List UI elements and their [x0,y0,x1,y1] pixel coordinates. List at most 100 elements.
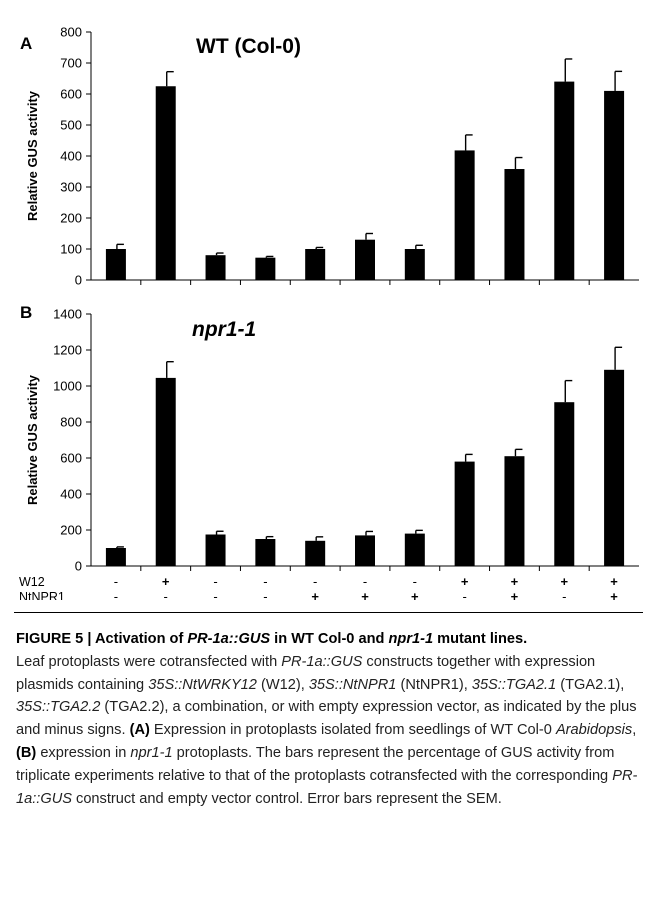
bar [404,249,425,280]
bar [604,369,625,566]
y-axis-label: Relative GUS activity [25,374,40,505]
treatment-sign: + [461,574,469,589]
y-tick-label: 0 [75,559,82,574]
y-tick-label: 400 [60,149,82,164]
treatment-sign: - [413,574,417,589]
y-tick-label: 800 [60,25,82,40]
bar [355,535,375,566]
treatment-row-label: NtNPR1 [19,590,65,600]
treatment-sign: + [610,574,618,589]
y-tick-label: 800 [60,415,82,430]
caption-text: Leaf protoplasts were cotransfected with [16,653,282,670]
y-tick-label: 300 [60,180,82,195]
figure-chart: 0 100 200 300 400 500 600 700 800 Relative GUS ac… [19,25,639,634]
treatment-sign: + [361,589,369,600]
bar [404,533,425,566]
bar [554,402,575,566]
caption-italic: 35S::TGA2.1 [471,676,557,693]
y-tick-label: 700 [60,56,82,71]
bar [155,86,176,280]
panel-label: B [20,303,32,322]
caption-lead-mutant: npr1-1 [388,631,434,647]
treatment-sign: - [114,589,118,600]
treatment-sign: - [263,574,267,589]
caption-italic: Arabidopsis [555,722,633,739]
bar [105,249,126,280]
treatment-sign: - [213,589,217,600]
treatment-sign: - [263,589,267,600]
treatment-sign: - [462,589,466,600]
bar [454,461,475,566]
caption-text: (TGA2.2), a combination, or with empty e… [16,699,637,739]
treatment-sign: + [511,589,519,600]
treatment-table: W12-+-----++++NtNPR1----+++-+-+TGA2.1--+… [19,574,618,634]
treatment-sign: + [511,574,519,589]
caption-lead: FIGURE 5 | Activation of PR-1a::GUS in W… [16,631,527,647]
caption-italic: 35S::NtWRKY12 [148,676,257,693]
bar [504,456,525,566]
caption-text: Expression in protoplasts isolated from … [149,722,556,739]
caption-text: construct and empty vector control. Erro… [71,790,502,807]
y-tick-label: 0 [75,273,82,288]
treatment-sign: - [363,574,367,589]
caption-italic: PR-1a::GUS [281,653,363,670]
caption-text: expression in [36,744,131,761]
caption-text: (W12), [256,676,309,693]
panel-b: 0 200 400 600 800 1000 1200 1400 Relative GUS ac… [20,303,639,574]
y-tick-label: 1000 [53,379,82,394]
caption-lead-construct: PR-1a::GUS [187,631,271,647]
bar [554,81,575,280]
caption-rule [14,612,643,613]
treatment-sign: - [114,574,118,589]
y-tick-label: 100 [60,242,82,257]
bar [305,540,326,566]
treatment-row-label: W12 [19,575,45,589]
y-axis-label: Relative GUS activity [25,90,40,221]
caption-italic: 35S::TGA2.2 [16,699,101,716]
caption-text: (NtNPR1), [396,676,472,693]
treatment-sign: - [562,589,566,600]
bar [604,90,625,281]
bar [205,534,226,566]
caption-lead-text: mutant lines. [433,631,528,647]
chart-title: npr1-1 [192,318,256,341]
bar [205,255,226,280]
caption-panel-ref: (A) [129,722,150,739]
bar [305,249,326,280]
caption-text: protoplasts. The bars represent the perc… [16,744,615,784]
treatment-sign: - [164,589,168,600]
figure-caption: FIGURE 5 | Activation of PR-1a::GUS in W… [16,628,646,810]
y-tick-label: 200 [60,211,82,226]
caption-text: , [632,722,637,739]
caption-italic: npr1-1 [130,744,173,761]
treatment-sign: + [311,589,319,600]
figure: 0 100 200 300 400 500 600 700 800 Relative GUS ac… [19,25,639,634]
chart-title: WT (Col-0) [196,35,301,58]
caption-panel-ref: (B) [16,744,37,761]
treatment-sign: - [313,574,317,589]
y-tick-label: 200 [60,523,82,538]
bar [255,257,276,280]
y-tick-label: 500 [60,118,82,133]
treatment-sign: + [411,589,419,600]
caption-lead-text: FIGURE 5 | Activation of [16,631,188,647]
y-tick-label: 600 [60,87,82,102]
caption-italic: 35S::NtNPR1 [308,676,397,693]
caption-italic: PR-1a::GUS [16,767,638,807]
y-tick-label: 600 [60,451,82,466]
panel-label: A [20,34,32,53]
caption-text: (TGA2.1), [556,676,625,693]
bar [105,548,126,566]
treatment-sign: + [162,574,170,589]
y-tick-label: 400 [60,487,82,502]
caption-lead-text: in WT Col-0 and [270,631,389,647]
caption-text: constructs together with expression plas… [16,653,596,693]
y-tick-label: 1400 [53,307,82,322]
y-tick-label: 1200 [53,343,82,358]
treatment-sign: + [560,574,568,589]
bar [454,150,475,280]
bar [155,377,176,566]
panel-a: 0 100 200 300 400 500 600 700 800 Relative GUS ac… [20,25,639,288]
bar [504,169,525,280]
bar [355,239,375,280]
